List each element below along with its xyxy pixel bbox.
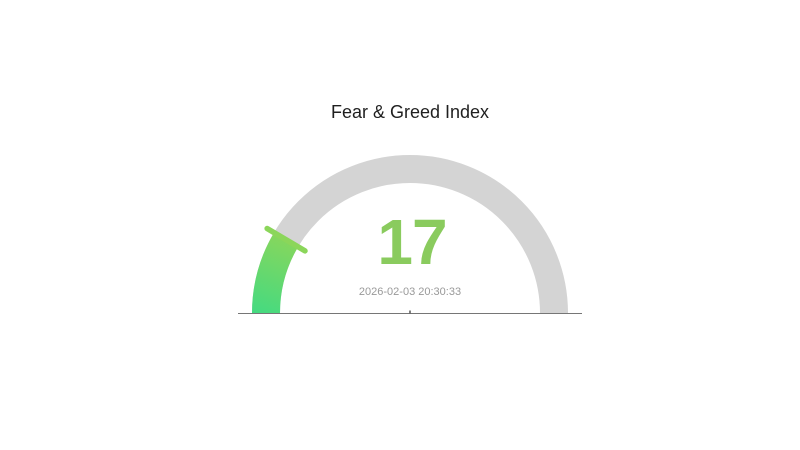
gauge-value: 17 (377, 206, 447, 278)
gauge-progress-arc (252, 232, 299, 314)
gauge-pointer-tick-icon (264, 225, 308, 254)
gauge-timestamp: 2026-02-03 20:30:33 (358, 286, 462, 298)
chart-title: Fear & Greed Index (330, 102, 490, 122)
